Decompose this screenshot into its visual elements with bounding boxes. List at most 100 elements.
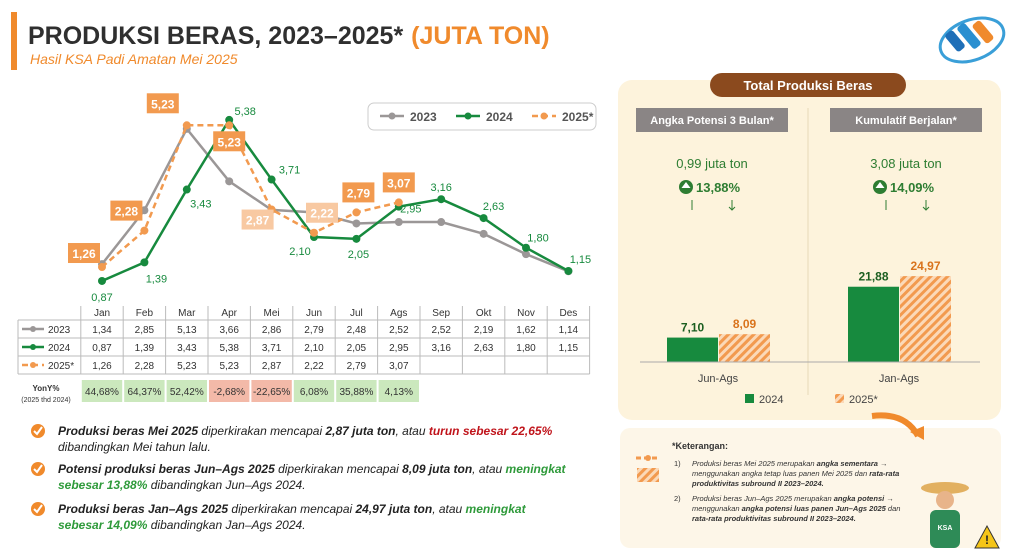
table-cell: 2,28 — [135, 361, 155, 372]
note-segment: rata-rata — [869, 469, 899, 478]
data-label-box — [241, 209, 274, 230]
series-point — [522, 243, 530, 252]
series-point — [394, 218, 403, 227]
table-header: Jul — [350, 308, 363, 319]
data-label: 1,39 — [146, 273, 167, 285]
yoy-value: -2,68% — [213, 387, 245, 398]
table-row-label: 2023 — [48, 325, 71, 336]
data-label-box — [382, 172, 415, 193]
table-cell: 5,23 — [219, 361, 239, 372]
bullet-segment: meningkat — [506, 462, 567, 476]
table-header: Feb — [136, 308, 154, 319]
data-label: 2,87 — [246, 214, 270, 228]
table-cell: 1,14 — [559, 325, 579, 336]
down-arrow — [922, 200, 930, 211]
note-segment: menggunakan — [692, 504, 742, 513]
note-segment: angka potensi — [834, 494, 885, 503]
bar-value-label: 24,97 — [910, 259, 940, 273]
note-segment: → — [884, 494, 894, 503]
panel-title: Total Produksi Beras — [743, 78, 872, 93]
bullet-text: sebesar 13,88% dibandingkan Jun–Ags 2024… — [58, 478, 306, 492]
summary-label: Angka Potensi 3 Bulan* — [650, 115, 774, 127]
bullet-text: dibandingkan Mei tahun lalu. — [58, 440, 211, 454]
table-header: Apr — [221, 308, 237, 319]
legend-label: 2025* — [562, 110, 594, 124]
series-point — [182, 121, 191, 130]
bar — [667, 337, 718, 362]
series-point — [98, 276, 106, 285]
series-point — [310, 228, 318, 237]
farmer-illustration: ! KSA — [921, 482, 1000, 549]
series-point — [352, 234, 361, 243]
series-line — [101, 124, 400, 268]
bullet-segment: Produksi beras Jan–Ags 2025 — [58, 502, 228, 516]
bullet-segment: sebesar 13,88% — [58, 478, 148, 492]
series-point — [437, 218, 446, 227]
legend-label: 2024 — [486, 110, 513, 124]
bullet-segment: Produksi beras Mei 2025 — [58, 424, 198, 438]
bullet-check — [33, 504, 43, 514]
data-label: 3,16 — [430, 182, 451, 194]
summary-amount: 3,08 juta ton — [870, 156, 942, 171]
table-row-label: 2025* — [48, 361, 74, 372]
table-cell: 2,19 — [474, 325, 494, 336]
table-cell: 1,80 — [516, 343, 536, 354]
table-header: Nov — [517, 308, 535, 319]
yoy-value: 52,42% — [170, 387, 204, 398]
yoy-value: 4,13% — [385, 387, 413, 398]
bullet-segment: dibandingkan Mei tahun lalu. — [58, 440, 211, 454]
table-header: Mei — [264, 308, 280, 319]
farmer-badge: KSA — [938, 525, 953, 532]
bullet-segment: meningkat — [466, 502, 527, 516]
table-cell: 2,05 — [347, 343, 367, 354]
table-cell: 3,07 — [389, 361, 409, 372]
table-cell: 2,52 — [389, 325, 409, 336]
yoy-cell — [336, 380, 377, 402]
table-cell: 2,52 — [431, 325, 451, 336]
series-point — [140, 226, 149, 235]
logo — [938, 16, 1006, 64]
bullet-segment: , atau — [432, 502, 465, 516]
table-cell: 0,87 — [92, 343, 112, 354]
panel-title-pill — [710, 73, 906, 97]
up-arrow — [875, 182, 885, 188]
bar-legend-swatch — [745, 394, 754, 403]
table-cell: 1,34 — [92, 325, 112, 336]
note-segment: Produksi beras Mei 2025 merupakan — [692, 459, 817, 468]
bullet-segment: 24,97 juta ton — [355, 502, 433, 516]
bar-value-label: 8,09 — [733, 317, 757, 331]
bullet-segment: dibandingkan Jun–Ags 2024. — [147, 478, 305, 492]
bar-value-label: 21,88 — [858, 270, 888, 284]
bar-legend-swatch — [835, 394, 844, 403]
note-marker: 1) — [674, 459, 681, 468]
table-cell: 2,10 — [304, 343, 324, 354]
table-header: Jun — [306, 308, 322, 319]
yoy-cell — [81, 380, 123, 402]
data-label-box — [213, 131, 246, 152]
note-arrow-head — [910, 426, 924, 440]
table-header: Des — [560, 308, 578, 319]
data-label-box — [146, 93, 179, 114]
table-header: Sep — [432, 308, 450, 319]
bullet-segment: diperkirakan mencapai — [275, 462, 402, 476]
up-arrow — [681, 182, 691, 188]
bullet-text: Produksi beras Mei 2025 diperkirakan men… — [58, 424, 553, 438]
yoy-value: 35,88% — [339, 387, 373, 398]
bar-legend-label: 2025* — [849, 394, 878, 406]
legend-box — [367, 102, 597, 131]
bullet-segment: sebesar 14,09% — [58, 518, 148, 532]
yoy-cell — [293, 380, 335, 402]
bullet-segment: diperkirakan mencapai — [198, 424, 325, 438]
bar — [900, 276, 951, 362]
title: PRODUKSI BERAS, 2023–2025* (JUTA TON) — [28, 22, 550, 50]
bullet-segment: , atau — [396, 424, 429, 438]
data-label: 1,80 — [527, 233, 548, 245]
table-legend-marker — [30, 344, 36, 350]
table-legend-marker — [30, 326, 36, 332]
data-label: 2,95 — [400, 204, 421, 216]
table-cell: 3,71 — [262, 343, 282, 354]
data-label: 2,79 — [347, 186, 371, 200]
note-segment: angka potensi luas panen Jun–Ags 2025 — [742, 504, 887, 513]
summary-change: 14,09% — [890, 180, 935, 195]
data-label-box — [342, 182, 375, 203]
